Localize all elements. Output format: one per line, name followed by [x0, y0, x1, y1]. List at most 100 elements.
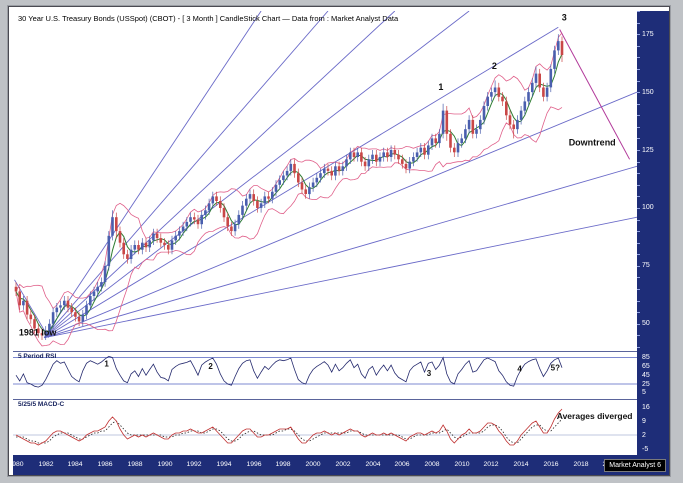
candle-body — [89, 296, 92, 306]
candle-body — [419, 147, 423, 153]
candle-body — [204, 210, 207, 215]
candle-body — [519, 110, 523, 120]
rsi-panel-plot[interactable]: 1 2 3 4 5? — [13, 351, 637, 395]
price-annotation: 1981 low — [19, 327, 58, 337]
candle-body — [471, 119, 475, 134]
candle-body — [18, 291, 21, 306]
candle-body — [545, 87, 549, 97]
year-tick-label: 2010 — [454, 461, 470, 468]
candle-body — [170, 240, 174, 250]
price-minor-tick — [637, 289, 640, 290]
rsi-tick-label: 5 — [642, 389, 646, 396]
fan-line — [44, 216, 637, 339]
price-minor-tick — [637, 254, 640, 255]
candle-body — [126, 254, 129, 259]
price-panel-plot[interactable]: 1981 low 1 2 3 Downtrend — [13, 11, 637, 347]
year-tick-label: 2018 — [573, 461, 589, 468]
candle-body — [371, 154, 374, 160]
rsi-panel-label: 5 Period RSI — [18, 353, 57, 360]
candle-body — [475, 129, 478, 134]
candle-body — [397, 154, 400, 160]
candle-body — [248, 194, 252, 199]
candle-body — [14, 286, 18, 292]
candle-body — [304, 189, 307, 194]
candle-body — [70, 307, 73, 313]
price-tick-label: 150 — [642, 89, 654, 96]
candle-body — [441, 110, 445, 134]
brand-badge: Market Analyst 6 — [604, 459, 666, 472]
candle-body — [516, 119, 519, 130]
candle-body — [33, 319, 36, 329]
candle-body — [144, 242, 148, 248]
candle-body — [111, 217, 114, 236]
candle-body — [241, 205, 244, 215]
candle-body — [118, 231, 122, 243]
candle-body — [44, 330, 47, 336]
year-tick-label: 1994 — [216, 461, 232, 468]
candle-body — [22, 300, 25, 306]
year-tick-label: 1986 — [97, 461, 113, 468]
year-tick-label: 2012 — [483, 461, 499, 468]
year-tick-label: 1990 — [157, 461, 173, 468]
lower-band-line — [15, 106, 563, 347]
candle-body — [427, 145, 430, 155]
candle-body — [29, 314, 33, 320]
candle-body — [460, 138, 463, 143]
candle-body — [453, 147, 456, 153]
candle-body — [393, 150, 397, 155]
candle-body — [233, 224, 237, 232]
rsi-annotation: 1 — [104, 359, 109, 368]
year-tick-label: 2004 — [365, 461, 381, 468]
candle-body — [230, 226, 233, 232]
candle-body — [222, 208, 226, 218]
candle-body — [103, 265, 107, 283]
price-minor-tick — [637, 266, 640, 267]
rsi-tick-label: 25 — [642, 381, 650, 388]
candle-body — [181, 226, 185, 232]
candle-body — [267, 196, 270, 199]
fan-line — [43, 11, 262, 338]
price-minor-tick — [637, 115, 640, 116]
candle-body — [159, 238, 163, 243]
price-minor-tick — [637, 220, 640, 221]
candle-body — [508, 115, 512, 125]
price-minor-tick — [637, 277, 640, 278]
candle-body — [538, 73, 541, 88]
price-minor-tick — [637, 173, 640, 174]
year-tick-label: 1984 — [67, 461, 83, 468]
candle-body — [549, 68, 553, 88]
candle-body — [115, 217, 118, 232]
candle-body — [404, 163, 408, 169]
candle-body — [40, 333, 44, 336]
candle-body — [311, 182, 315, 188]
price-annotation: 3 — [562, 12, 567, 22]
macd-panel-plot[interactable]: Averages diverged — [13, 399, 637, 453]
candle-body — [271, 191, 274, 199]
price-annotation: Downtrend — [569, 137, 616, 147]
candle-body — [100, 282, 103, 287]
price-minor-tick — [637, 127, 640, 128]
candle-body — [438, 133, 441, 144]
candle-body — [337, 166, 341, 171]
upper-band-line — [15, 32, 563, 310]
candle-body — [215, 196, 218, 201]
candle-body — [193, 217, 196, 220]
price-minor-tick — [637, 34, 640, 35]
macd-tick-label: 2 — [642, 432, 646, 439]
candle-body — [423, 147, 426, 155]
candle-body — [501, 96, 504, 102]
candle-body — [323, 168, 326, 174]
rsi-annotation: 5? — [551, 364, 560, 373]
candle-body — [553, 50, 556, 69]
price-minor-tick — [637, 196, 640, 197]
candle-body — [326, 168, 330, 171]
macd-tick-label: 9 — [642, 418, 646, 425]
price-tick-label: 50 — [642, 320, 650, 327]
price-minor-tick — [637, 243, 640, 244]
candle-body — [531, 82, 534, 93]
macd-signal-line — [16, 418, 563, 444]
year-tick-label: 2002 — [335, 461, 351, 468]
candle-body — [293, 163, 296, 174]
candle-body — [285, 170, 289, 176]
